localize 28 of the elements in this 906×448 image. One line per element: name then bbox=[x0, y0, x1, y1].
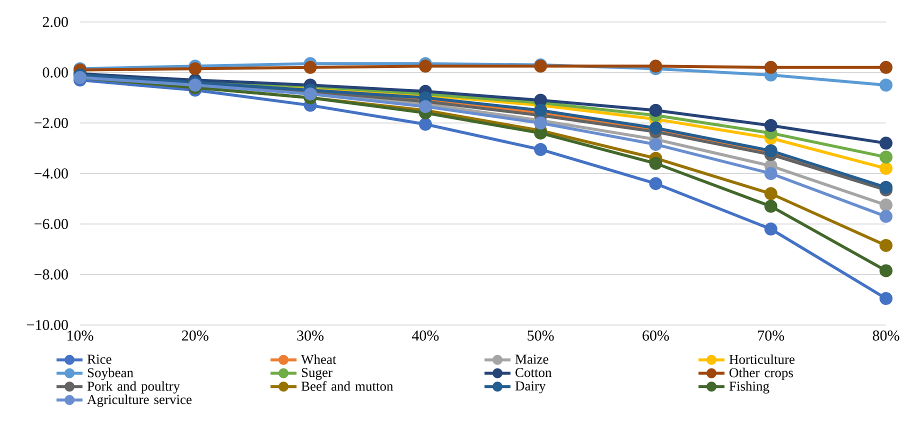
y-tick-label: −10.00 bbox=[27, 320, 68, 330]
legend-label: Horticulture bbox=[729, 354, 795, 364]
y-tick-label: −6.00 bbox=[34, 218, 68, 230]
y-tick-label: 2.00 bbox=[42, 16, 68, 28]
legend-label: Maize bbox=[515, 354, 548, 364]
x-tick-label: 20% bbox=[182, 330, 208, 341]
y-tick-label: −8.00 bbox=[34, 269, 68, 280]
legend-label: Dairy bbox=[515, 381, 546, 394]
y-tick-label: −2.00 bbox=[34, 118, 68, 128]
x-tick-label: 60% bbox=[642, 330, 669, 341]
legend-label: Beef and mutton bbox=[301, 381, 394, 391]
legend-label: Soybean bbox=[88, 368, 134, 380]
legend-label: Wheat bbox=[301, 354, 336, 364]
x-tick-label: 50% bbox=[528, 330, 554, 341]
legend-label: Rice bbox=[87, 354, 112, 364]
y-tick-label: 0.00 bbox=[42, 67, 68, 78]
x-tick-label: 10% bbox=[68, 330, 94, 341]
x-tick-label: 70% bbox=[758, 330, 784, 341]
legend-label: Fishing bbox=[729, 381, 770, 394]
y-tick-label: −4.00 bbox=[34, 168, 68, 179]
x-tick-label: 40% bbox=[412, 330, 439, 341]
x-tick-label: 30% bbox=[297, 330, 324, 341]
legend-label: Pork and poultry bbox=[87, 381, 180, 394]
legend-label: Other crops bbox=[730, 368, 793, 380]
legend-label: Agriculture service bbox=[87, 394, 192, 407]
legend-label: Cotton bbox=[516, 368, 552, 378]
legend-label: Suger bbox=[302, 368, 332, 380]
x-tick-label: 80% bbox=[872, 330, 900, 341]
